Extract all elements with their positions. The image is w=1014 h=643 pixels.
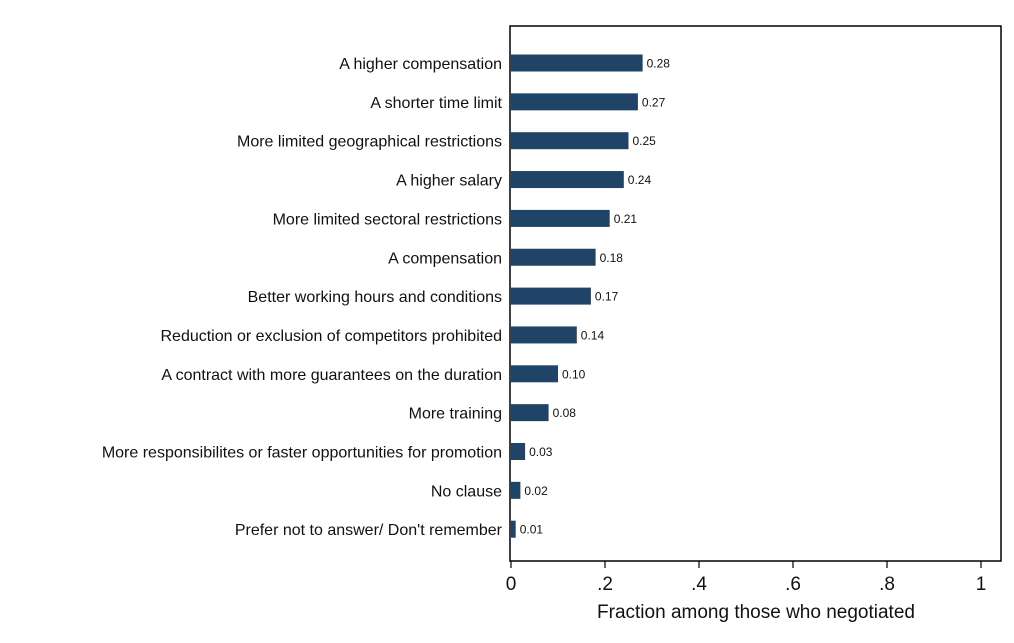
data-label: 0.21: [614, 212, 638, 226]
bar: [511, 209, 610, 227]
data-label: 0.01: [520, 523, 544, 537]
data-label: 0.14: [581, 328, 605, 342]
bar: [511, 287, 591, 305]
data-label: 0.18: [600, 251, 624, 265]
bar: [511, 248, 596, 266]
bar: [511, 93, 638, 111]
x-tick-label: .2: [597, 574, 613, 595]
x-tick-label: .4: [691, 574, 707, 595]
bar: [511, 54, 643, 72]
data-label: 0.02: [524, 484, 548, 498]
category-label: More responsibilites or faster opportuni…: [102, 445, 502, 462]
category-label: A shorter time limit: [370, 95, 502, 112]
bar: [511, 520, 516, 538]
category-label: More limited geographical restrictions: [237, 134, 502, 151]
category-label: A compensation: [388, 250, 502, 267]
data-label: 0.17: [595, 290, 619, 304]
data-label: 0.25: [633, 134, 657, 148]
category-label: Better working hours and conditions: [248, 289, 502, 306]
bar: [511, 171, 624, 189]
data-label: 0.24: [628, 173, 652, 187]
category-label: Prefer not to answer/ Don't remember: [235, 522, 503, 539]
category-label: More training: [409, 406, 502, 423]
data-label: 0.03: [529, 445, 553, 459]
category-label: A higher salary: [396, 173, 502, 190]
x-tick-label: .8: [879, 574, 895, 595]
x-axis-title: Fraction among those who negotiated: [597, 602, 915, 623]
data-label: 0.27: [642, 95, 666, 109]
category-label: Reduction or exclusion of competitors pr…: [160, 328, 502, 345]
category-label: No clause: [431, 483, 502, 500]
bar: [511, 404, 549, 422]
category-label: A contract with more guarantees on the d…: [161, 367, 502, 384]
bar: [511, 443, 526, 460]
data-label: 0.08: [553, 406, 577, 420]
category-label: More limited sectoral restrictions: [273, 211, 502, 228]
x-tick-label: 0: [506, 574, 517, 595]
x-tick-label: .6: [785, 574, 801, 595]
bar: [511, 481, 521, 499]
category-label: A higher compensation: [339, 56, 502, 73]
data-label: 0.10: [562, 367, 586, 381]
bar: [511, 326, 577, 344]
bar: [511, 132, 629, 150]
plot-frame: [509, 25, 1002, 562]
data-label: 0.28: [647, 57, 671, 71]
x-tick-label: 1: [976, 574, 987, 595]
bar: [511, 365, 558, 383]
